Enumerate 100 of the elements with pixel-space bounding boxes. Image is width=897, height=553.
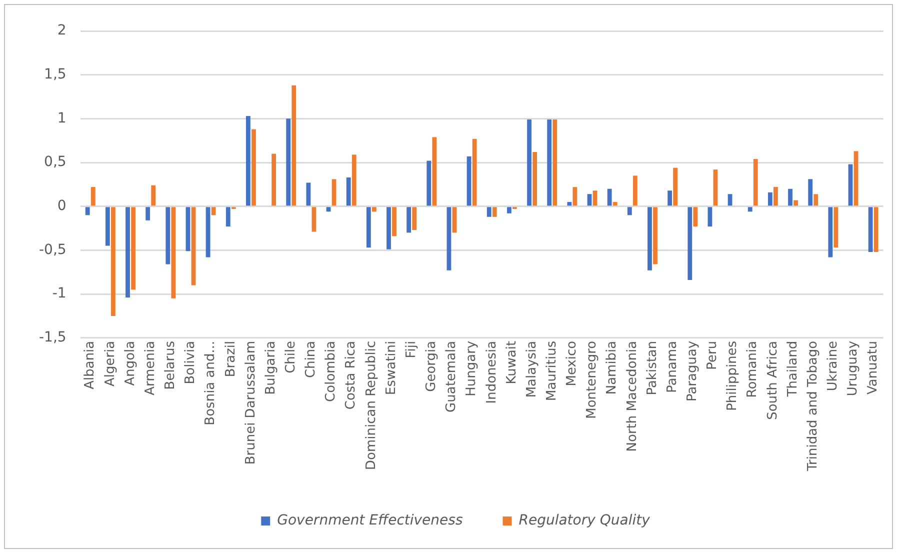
- bar: [306, 182, 311, 206]
- bar: [632, 176, 638, 206]
- bar: [246, 116, 250, 206]
- x-tick-label: Kuwait: [504, 340, 520, 384]
- x-tick-label: Algeria: [102, 340, 118, 387]
- bar: [532, 152, 537, 206]
- bar: [126, 207, 130, 298]
- bar: [612, 202, 618, 206]
- bar: [466, 156, 472, 206]
- bar: [272, 154, 276, 206]
- x-tick-label: Colombia: [324, 340, 339, 402]
- bar: [708, 207, 712, 227]
- bar: [372, 207, 376, 212]
- x-tick-label: Philippines: [725, 340, 740, 411]
- bar: [186, 207, 190, 252]
- y-tick-label: -1,5: [38, 330, 66, 346]
- x-tick-label: Panama: [664, 340, 680, 393]
- x-tick-label: Brunei Darussalam: [243, 340, 258, 465]
- bar: [728, 194, 732, 206]
- bar: [648, 207, 652, 270]
- bar: [146, 207, 150, 220]
- bar: [848, 164, 853, 206]
- x-tick-label: China: [304, 340, 319, 378]
- x-tick-label: Uruguay: [846, 340, 861, 396]
- x-tick-label: Angola: [122, 340, 138, 386]
- x-tick-label: Eswatini: [384, 340, 399, 396]
- y-tick-label: -1: [52, 286, 66, 302]
- x-tick-label: Bolivia: [183, 340, 198, 384]
- bar: [252, 129, 256, 206]
- y-tick-label: 1,5: [44, 66, 66, 82]
- bar: [868, 207, 873, 252]
- bar: [552, 120, 558, 206]
- x-tick-label: South Africa: [765, 340, 780, 420]
- bar: [110, 207, 116, 316]
- x-tick-label: Mexico: [564, 340, 580, 386]
- bar: [506, 207, 512, 214]
- bar: [292, 85, 296, 206]
- bar: [151, 185, 156, 206]
- bar: [432, 137, 437, 206]
- bar: [753, 159, 758, 206]
- legend-label: Government Effectiveness: [277, 512, 463, 529]
- bar: [808, 179, 813, 206]
- bar: [446, 207, 452, 270]
- bar: [668, 190, 672, 206]
- x-tick-label: Ukraine: [826, 340, 841, 392]
- x-tick-label: Bulgaria: [263, 340, 278, 395]
- x-tick-label: Pakistan: [644, 340, 660, 396]
- bar: [688, 207, 692, 280]
- bar: [90, 187, 96, 206]
- bar: [426, 160, 432, 206]
- x-tick-label: Guatemala: [444, 340, 460, 412]
- bar: [607, 188, 612, 206]
- bar: [673, 168, 678, 206]
- bar: [386, 207, 391, 250]
- x-tick-label: Peru: [705, 340, 720, 370]
- bar: [326, 207, 331, 212]
- bar: [352, 154, 356, 206]
- y-tick-label: 0: [57, 198, 66, 214]
- x-tick-label: North Macedonia: [624, 340, 640, 452]
- bar: [828, 207, 833, 258]
- x-tick-label: Paraguay: [685, 340, 700, 402]
- bar: [286, 118, 291, 206]
- bar: [567, 202, 572, 206]
- bar: [486, 207, 492, 217]
- x-tick-label: Namibia: [604, 340, 620, 395]
- x-tick-label: Hungary: [464, 340, 480, 396]
- bar: [627, 207, 632, 216]
- x-tick-label: Bosnia and...: [203, 340, 218, 426]
- x-tick-label: Brazil: [223, 340, 238, 378]
- x-tick-label: Indonesia: [484, 340, 500, 404]
- legend-label: Regulatory Quality: [518, 512, 651, 529]
- x-tick-label: Armenia: [142, 340, 158, 396]
- bar: [768, 192, 772, 206]
- bar: [85, 207, 90, 216]
- bar: [406, 207, 412, 233]
- x-tick-label: Trinidad and Tobago: [805, 340, 820, 472]
- y-tick-label: 2: [57, 22, 66, 39]
- bar: [105, 207, 110, 246]
- bar: [412, 207, 417, 230]
- bar: [788, 188, 792, 206]
- bar: [211, 207, 216, 216]
- x-tick-label: Georgia: [424, 340, 440, 392]
- bar: [346, 177, 351, 206]
- bar: [206, 207, 210, 258]
- x-tick-label: Fiji: [404, 340, 419, 358]
- bar: [794, 200, 798, 206]
- bar: [814, 194, 818, 206]
- bar: [527, 120, 532, 206]
- bar: [653, 207, 658, 264]
- x-tick-label: Thailand: [785, 340, 800, 398]
- bar: [472, 138, 477, 206]
- bar: [854, 151, 858, 206]
- x-tick-label: Belarus: [163, 340, 178, 390]
- bar: [592, 190, 598, 206]
- bar: [713, 170, 718, 206]
- y-tick-label: 0,5: [44, 154, 66, 170]
- bar: [392, 207, 396, 236]
- x-tick-label: Mauritius: [544, 340, 560, 401]
- bar: [834, 207, 838, 248]
- bar: [547, 120, 552, 206]
